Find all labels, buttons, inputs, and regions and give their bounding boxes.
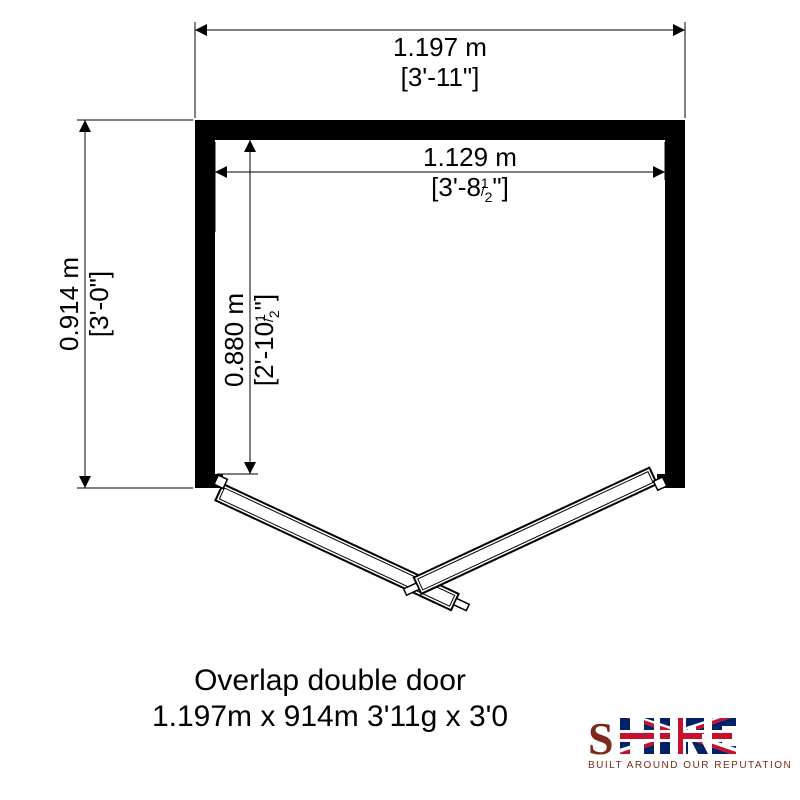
dim-top-outer: 1.197 m [3'-11"] [195,22,685,118]
dim-top-inner-metric: 1.129 m [423,142,517,172]
brand-flag [616,714,742,758]
caption-line1: Overlap double door [194,664,466,697]
brand-logo: S HIRE BUILT AROUND OUR REPUTATION [588,713,792,771]
dim-top-inner: 1.129 m [3'-81/2"] [215,142,665,232]
dim-left-outer-metric: 0.914 m [54,257,84,351]
dim-top-inner-imperial: [3'-81/2"] [431,172,509,205]
dim-left-outer: 0.914 m [3'-0"] [54,120,193,488]
dim-left-inner-imperial: [2'-101/2"] [249,294,282,386]
brand-s: S [588,713,614,764]
door-right [401,464,667,605]
door-left [208,475,474,616]
dim-left-inner: 0.880 m [2'-101/2"] [217,140,282,474]
dim-left-outer-imperial: [3'-0"] [84,271,114,337]
dim-top-outer-imperial: [3'-11"] [401,62,480,92]
caption-line2: 1.197m x 914m 3'11g x 3'0 [152,700,508,733]
dim-left-inner-metric: 0.880 m [219,293,249,387]
dim-top-outer-metric: 1.197 m [393,32,487,62]
brand-tagline: BUILT AROUND OUR REPUTATION [588,760,792,771]
